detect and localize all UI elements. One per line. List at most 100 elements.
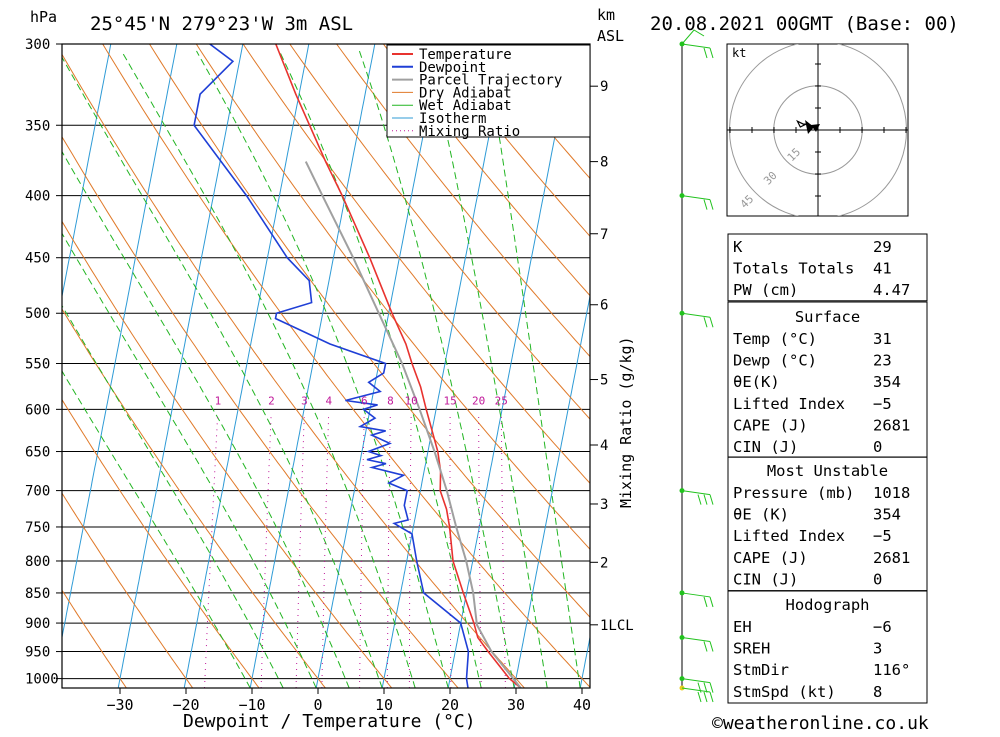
dry-adiabat-line	[945, 44, 1000, 688]
mixing-ratio-line	[409, 413, 411, 688]
index-hodo-value: 116°	[873, 661, 910, 679]
km-tick-label: 7	[600, 227, 608, 243]
pressure-unit-label: hPa	[30, 8, 57, 26]
index-mu-value: 1018	[873, 484, 910, 502]
isotherm-line	[118, 44, 243, 688]
dry-adiabat-line	[9, 44, 458, 688]
wind-barb	[682, 313, 713, 327]
mixing-ratio-label: 2	[268, 394, 275, 407]
x-tick-label: −30	[106, 696, 133, 714]
mixing-ratio-label: 10	[405, 394, 418, 407]
km-tick-label: 9	[600, 79, 608, 95]
index-mu-value: −5	[873, 527, 892, 545]
km-tick-label: 5	[600, 373, 608, 389]
index-mu-value: 2681	[873, 549, 910, 567]
parcel-trajectory-line	[306, 162, 521, 688]
index-hodo-label: SREH	[733, 640, 770, 658]
index-surface-label: CIN (J)	[733, 438, 798, 456]
mixing-ratio-label: 15	[443, 394, 456, 407]
wind-profile	[680, 30, 714, 702]
index-hodo-label: StmSpd (kt)	[733, 683, 836, 701]
wind-barb	[682, 491, 713, 505]
dry-adiabat-line	[103, 44, 591, 688]
pressure-tick-label: 750	[25, 520, 50, 536]
km-tick-label: 8	[600, 155, 608, 171]
index-mu-label: θE (K)	[733, 506, 789, 524]
isotherm-line	[448, 44, 573, 688]
table-title-most-unstable: Most Unstable	[767, 462, 888, 480]
km-tick-label: 2	[600, 555, 608, 571]
index-surface-label: Lifted Index	[733, 395, 845, 413]
mixing-ratio-axis-label: Mixing Ratio (g/kg)	[617, 336, 635, 508]
km-tick-label: 1LCL	[600, 618, 634, 634]
index-hodo-value: −6	[873, 618, 892, 636]
index-surface-value: 31	[873, 330, 892, 348]
index-surface-value: 0	[873, 438, 882, 456]
km-label: km	[597, 6, 615, 24]
dry-adiabat-line	[0, 44, 126, 688]
mixing-ratio-line	[450, 413, 451, 688]
km-tick-label: 3	[600, 497, 608, 513]
km-tick-label: 6	[600, 298, 608, 314]
pressure-tick-label: 350	[25, 118, 50, 134]
index-surface-value: 2681	[873, 416, 910, 434]
index-mu-label: Pressure (mb)	[733, 484, 854, 502]
asl-label: ASL	[597, 27, 624, 45]
mixing-ratio-label: 3	[301, 394, 308, 407]
isotherm-line	[580, 44, 705, 688]
pressure-tick-label: 1000	[25, 672, 59, 688]
dry-adiabat-line	[0, 44, 392, 688]
pressure-tick-label: 900	[25, 616, 50, 632]
index-hodo-label: StmDir	[733, 661, 789, 679]
pressure-tick-label: 400	[25, 189, 50, 205]
index-general-label: PW (cm)	[733, 281, 798, 299]
index-mu-value: 354	[873, 506, 901, 524]
wind-barb	[682, 593, 713, 607]
index-general-value: 29	[873, 238, 892, 256]
pressure-tick-label: 700	[25, 484, 50, 500]
table-title-surface: Surface	[795, 308, 860, 326]
pressure-tick-label: 800	[25, 554, 50, 570]
index-general-label: Totals Totals	[733, 260, 854, 278]
mixing-ratio-label: 4	[325, 394, 332, 407]
legend-label: Mixing Ratio	[419, 124, 520, 140]
isotherm-line	[52, 44, 177, 688]
index-hodo-value: 3	[873, 640, 882, 658]
isotherm-line	[0, 44, 111, 688]
index-surface-value: 354	[873, 373, 901, 391]
isotherm-line	[184, 44, 309, 688]
index-hodo-value: 8	[873, 683, 882, 701]
dry-adiabat-line	[991, 44, 1000, 688]
location-title: 25°45'N 279°23'W 3m ASL	[90, 13, 353, 35]
hodograph-unit-label: kt	[732, 46, 746, 60]
index-mu-value: 0	[873, 570, 882, 588]
index-surface-label: Temp (°C)	[733, 330, 817, 348]
x-tick-label: 40	[573, 696, 591, 714]
km-tick-label: 4	[600, 438, 608, 454]
index-mu-label: CIN (J)	[733, 570, 798, 588]
pressure-tick-label: 300	[25, 37, 50, 53]
mixing-ratio-label: 6	[361, 394, 368, 407]
pressure-tick-label: 450	[25, 251, 50, 267]
dry-adiabat-line	[196, 44, 723, 688]
wind-barb	[682, 688, 713, 702]
wind-barb	[682, 44, 713, 58]
index-hodo-label: EH	[733, 618, 752, 636]
isotherm-line	[382, 44, 507, 688]
copyright-credit: ©weatheronline.co.uk	[712, 713, 929, 733]
index-surface-label: CAPE (J)	[733, 416, 808, 434]
dry-adiabat-line	[243, 44, 790, 688]
mixing-ratio-line	[479, 413, 482, 688]
x-tick-label: 30	[507, 696, 525, 714]
pressure-tick-label: 650	[25, 445, 50, 461]
mixing-ratio-label: 8	[387, 394, 394, 407]
wind-barb	[682, 638, 713, 652]
sounding-series	[194, 44, 521, 688]
mixing-ratio-label: 25	[495, 394, 508, 407]
index-general-label: K	[733, 238, 743, 256]
